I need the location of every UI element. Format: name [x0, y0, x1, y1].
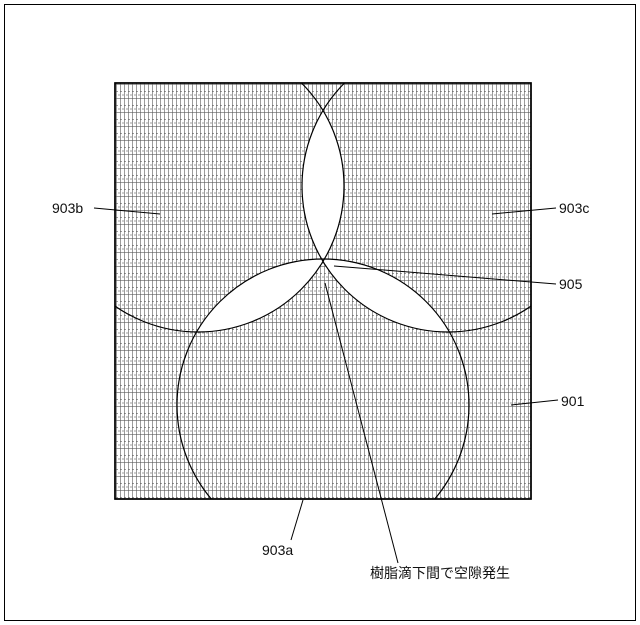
diagram-svg — [0, 0, 640, 625]
label-903a: 903a — [262, 542, 293, 558]
label-903b: 903b — [52, 200, 83, 216]
label-903c: 903c — [559, 200, 589, 216]
label-905: 905 — [559, 276, 582, 292]
diagram-stage: 903b 903c 905 901 903a 樹脂滴下間で空隙発生 — [0, 0, 640, 625]
leader-903a — [291, 500, 303, 540]
label-note: 樹脂滴下間で空隙発生 — [370, 563, 510, 583]
label-901: 901 — [561, 393, 584, 409]
